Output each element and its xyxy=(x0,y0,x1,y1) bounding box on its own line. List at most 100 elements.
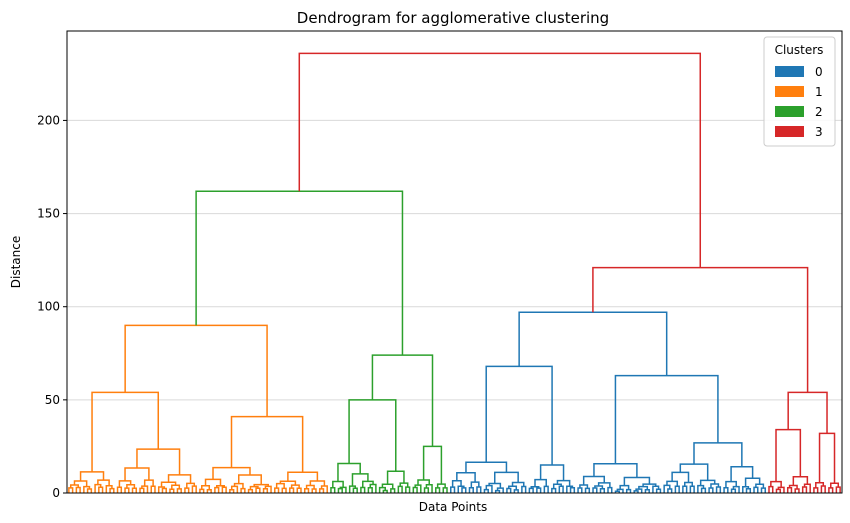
dendrogram-link xyxy=(360,486,366,493)
x-axis-label: Data Points xyxy=(419,500,488,514)
dendrogram-link xyxy=(697,484,705,493)
dendrogram-link xyxy=(337,462,361,482)
dendrogram-link xyxy=(330,487,336,493)
dendrogram-link xyxy=(83,485,91,493)
dendrogram-link xyxy=(169,488,175,493)
dendrogram-link xyxy=(143,479,154,487)
y-tick-label: 100 xyxy=(37,300,60,314)
dendrogram-link xyxy=(86,488,93,493)
dendrogram-link xyxy=(247,488,254,493)
dendrogram-link xyxy=(262,487,269,493)
dendrogram-link xyxy=(139,487,145,493)
plot-frame xyxy=(66,30,843,494)
y-tick-label: 50 xyxy=(45,393,60,407)
dendrogram-link xyxy=(91,391,160,472)
dendrogram-link xyxy=(813,487,819,493)
dendrogram-link xyxy=(803,483,811,493)
dendrogram-link xyxy=(682,485,688,493)
dendrogram-link xyxy=(195,190,404,356)
dendrogram-link xyxy=(240,487,246,493)
dendrogram-link xyxy=(461,487,467,493)
dendrogram-link xyxy=(303,488,310,493)
dendrogram-link xyxy=(693,442,743,467)
legend-swatch xyxy=(775,126,804,137)
dendrogram-link xyxy=(820,485,826,493)
dendrogram-link xyxy=(556,479,571,487)
dendrogram-link xyxy=(584,487,591,493)
dendrogram-link xyxy=(141,485,149,493)
dendrogram-link xyxy=(98,486,104,493)
dendrogram-link xyxy=(828,487,834,493)
legend-swatch xyxy=(775,86,804,97)
dendrogram-link xyxy=(569,487,576,493)
dendrogram-link xyxy=(592,266,809,393)
dendrogram-link xyxy=(369,483,377,493)
dendrogram-link xyxy=(116,486,123,493)
dendrogram-link xyxy=(351,473,369,487)
dendrogram-link xyxy=(818,432,836,484)
legend-label: 0 xyxy=(815,65,823,79)
dendrogram-link xyxy=(607,486,613,493)
dendrogram-link xyxy=(68,487,74,493)
dendrogram-link xyxy=(94,483,102,493)
dendrogram-link xyxy=(131,487,138,493)
legend-label: 3 xyxy=(815,125,823,139)
dendrogram-link xyxy=(136,448,181,475)
dendrogram-link xyxy=(744,477,761,487)
dendrogram-link xyxy=(465,461,508,473)
dendrogram-link xyxy=(150,485,156,493)
dendrogram-link xyxy=(109,487,115,493)
dendrogram-link xyxy=(476,486,482,493)
dendrogram-link xyxy=(723,486,729,493)
dendrogram-link xyxy=(745,488,752,493)
dendrogram-link xyxy=(760,487,766,493)
dendrogram-link xyxy=(655,488,662,493)
dendrogram-link xyxy=(212,466,251,480)
dendrogram-link xyxy=(371,354,434,447)
dendrogram-link xyxy=(730,488,737,493)
dendrogram-link xyxy=(442,487,448,493)
dendrogram-link xyxy=(161,487,167,493)
dendrogram-link xyxy=(835,486,841,493)
dendrogram-link xyxy=(296,487,302,493)
dendrogram-link xyxy=(414,484,422,493)
dendrogram-link xyxy=(274,487,280,493)
dendrogram-link xyxy=(124,467,150,481)
dendrogram-link xyxy=(599,488,606,493)
dendrogram-link xyxy=(287,471,319,482)
dendrogram-link xyxy=(689,485,695,493)
dendrogram-link xyxy=(204,478,222,486)
dendrogram-link xyxy=(483,488,489,493)
dendrogram-link xyxy=(708,487,714,493)
dendrogram-link xyxy=(777,486,785,493)
dendrogram-link xyxy=(768,485,774,493)
dendrogram-link xyxy=(753,486,759,493)
dendrogram-link xyxy=(124,487,130,493)
legend-swatch xyxy=(775,106,804,117)
dendrogram-link xyxy=(551,487,557,493)
dendrogram-link xyxy=(794,488,800,493)
dendrogram-link xyxy=(191,485,197,493)
dendrogram-link xyxy=(577,487,583,493)
dendrogram-link xyxy=(558,485,564,493)
dendrogram-link xyxy=(435,487,441,493)
dendrogram-link xyxy=(412,486,418,493)
dendrogram-link xyxy=(199,488,205,493)
dendrogram-link xyxy=(214,486,220,493)
dendrogram-link xyxy=(699,479,716,486)
dendrogram-link xyxy=(801,486,808,493)
dendrogram-link xyxy=(367,486,373,493)
legend-label: 2 xyxy=(815,105,823,119)
dendrogram-link xyxy=(337,487,343,493)
dendrogram-link xyxy=(528,487,534,493)
dendrogram-link xyxy=(582,475,606,486)
dendrogram-link xyxy=(298,52,702,268)
y-axis-label: Distance xyxy=(9,236,23,288)
dendrogram-link xyxy=(468,486,474,493)
dendrogram-link xyxy=(348,399,397,472)
dendrogram-link xyxy=(422,445,443,485)
dendrogram-links xyxy=(68,52,841,493)
y-axis-ticks: 0 50 100 150 200 xyxy=(37,113,67,500)
dendrogram-link xyxy=(289,487,295,493)
